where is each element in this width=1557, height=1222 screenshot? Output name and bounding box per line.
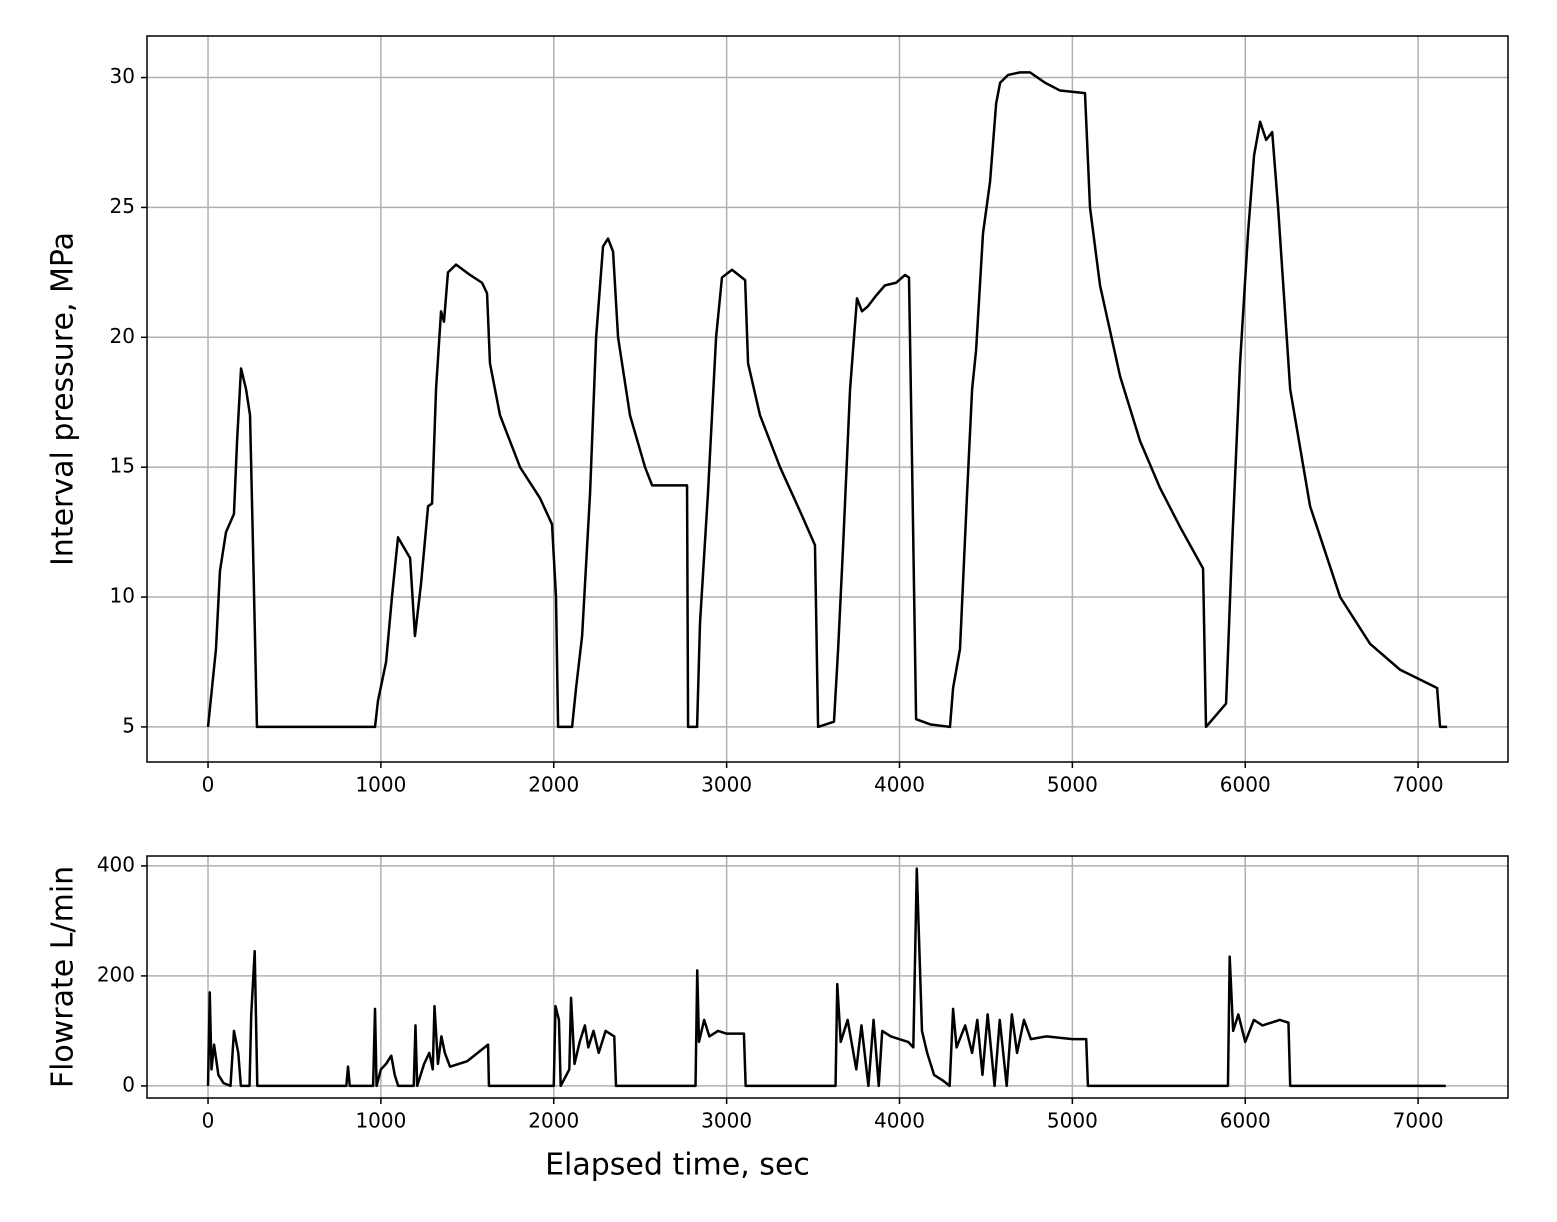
- y-tick-label: 20: [110, 324, 135, 348]
- x-tick-label: 4000: [874, 1109, 925, 1133]
- x-tick-label: 5000: [1047, 773, 1098, 797]
- y-axis-label: Flowrate L/min: [46, 866, 81, 1088]
- y-tick-label: 5: [122, 713, 135, 737]
- x-tick-label: 5000: [1047, 1109, 1098, 1133]
- x-tick-label: 2000: [528, 773, 579, 797]
- x-tick-label: 0: [202, 1109, 215, 1133]
- axes-frame: [146, 35, 1509, 763]
- x-tick-label: 6000: [1220, 773, 1271, 797]
- x-tick-label: 3000: [701, 773, 752, 797]
- y-axis-label: Interval pressure, MPa: [46, 232, 81, 566]
- x-tick-label: 1000: [355, 773, 406, 797]
- x-tick-label: 0: [202, 773, 215, 797]
- x-tick-label: 3000: [701, 1109, 752, 1133]
- y-tick-label: 10: [110, 584, 135, 608]
- y-tick-label: 400: [97, 852, 135, 876]
- x-tick-label: 6000: [1220, 1109, 1271, 1133]
- line-series: [206, 867, 1446, 1088]
- y-tick-label: 0: [122, 1072, 135, 1096]
- line-series: [206, 71, 1448, 729]
- x-tick-label: 1000: [355, 1109, 406, 1133]
- axes-frame: [146, 855, 1509, 1099]
- x-tick-label: 7000: [1393, 1109, 1444, 1133]
- y-tick-label: 200: [97, 962, 135, 986]
- y-tick-label: 15: [110, 454, 135, 478]
- x-axis-label: Elapsed time, sec: [545, 1148, 810, 1183]
- x-tick-label: 7000: [1393, 773, 1444, 797]
- y-tick-label: 25: [110, 194, 135, 218]
- x-tick-label: 2000: [528, 1109, 579, 1133]
- x-tick-label: 4000: [874, 773, 925, 797]
- y-tick-label: 30: [110, 64, 135, 88]
